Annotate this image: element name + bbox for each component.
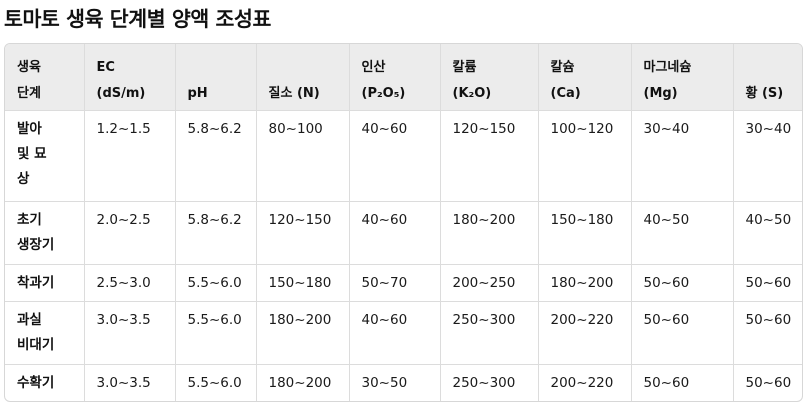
header-ph-label: pH (187, 85, 208, 101)
nitrogen-cell: 180~200 (256, 364, 350, 401)
table-row: 초기 생장기 2.0~2.5 5.8~6.2 120~150 40~60 180… (5, 201, 802, 265)
magnesium-cell: 50~60 (631, 301, 734, 365)
header-stage-line-2: 단계 (17, 85, 41, 101)
phosphate-cell: 40~60 (349, 301, 441, 365)
header-magnesium-line-1: 마그네슘 (643, 59, 692, 75)
header-ec: EC (dS/m) (84, 44, 176, 111)
header-ec-line-1: EC (96, 59, 115, 75)
calcium-cell: 150~180 (538, 201, 632, 265)
table-header-row: 생육 단계 EC (dS/m) pH 질소 (N) 인산 (P₂O₅) (5, 44, 802, 111)
calcium-cell: 180~200 (538, 264, 632, 302)
header-calcium-line-1: 칼슘 (550, 59, 575, 75)
header-potassium-line-1: 칼륨 (452, 59, 477, 75)
nitrogen-cell: 120~150 (256, 201, 350, 265)
calcium-cell: 200~220 (538, 301, 632, 365)
table-row: 착과기 2.5~3.0 5.5~6.0 150~180 50~70 200~25… (5, 264, 802, 302)
header-stage: 생육 단계 (5, 44, 85, 111)
header-magnesium-line-2: (Mg) (643, 85, 678, 101)
stage-line: 수확기 (17, 374, 55, 391)
ph-cell: 5.5~6.0 (175, 264, 257, 302)
ph-cell: 5.5~6.0 (175, 301, 257, 365)
sulfur-cell: 50~60 (733, 264, 802, 302)
sulfur-cell: 50~60 (745, 374, 792, 391)
phosphate-cell: 50~70 (349, 264, 441, 302)
potassium-cell: 120~150 (440, 110, 539, 202)
header-calcium: 칼슘 (Ca) (538, 44, 632, 111)
stage-line: 생장기 (17, 236, 55, 253)
ec-cell: 1.2~1.5 (84, 110, 176, 202)
nutrient-table: 생육 단계 EC (dS/m) pH 질소 (N) 인산 (P₂O₅) (5, 44, 802, 401)
header-sulfur: 황 (S) (733, 44, 802, 111)
table-row: 수확기 3.0~3.5 5.5~6.0 180~200 30~50 250~30… (5, 364, 802, 401)
table-row: 발아 및 묘 상 1.2~1.5 5.8~6.2 80~100 40~60 12… (5, 110, 802, 202)
phosphate-cell: 40~60 (349, 201, 441, 265)
header-nitrogen: 질소 (N) (256, 44, 350, 111)
ph-cell: 5.8~6.2 (175, 201, 257, 265)
stage-cell: 착과기 (5, 264, 85, 302)
stage-line: 비대기 (17, 336, 55, 353)
magnesium-cell: 50~60 (631, 264, 734, 302)
stage-line: 및 묘 (17, 145, 47, 162)
potassium-cell: 200~250 (440, 264, 539, 302)
header-ec-line-2: (dS/m) (96, 85, 146, 101)
header-phosphate-line-1: 인산 (361, 59, 386, 75)
header-phosphate-line-2: (P₂O₅) (361, 85, 406, 101)
stage-cell: 과실 비대기 (5, 301, 85, 365)
calcium-cell: 200~220 (538, 364, 632, 401)
ph-cell: 5.5~6.0 (175, 364, 257, 401)
stage-cell: 초기 생장기 (5, 201, 85, 265)
magnesium-cell: 30~40 (631, 110, 734, 202)
magnesium-cell: 40~50 (631, 201, 734, 265)
ec-cell: 3.0~3.5 (84, 364, 176, 401)
potassium-cell: 250~300 (440, 301, 539, 365)
phosphate-cell: 40~60 (349, 110, 441, 202)
stage-line: 상 (17, 170, 30, 187)
sulfur-cell: 50~60 (733, 301, 802, 365)
magnesium-cell: 50~60 (631, 364, 734, 401)
header-phosphate: 인산 (P₂O₅) (349, 44, 441, 111)
header-potassium-line-2: (K₂O) (452, 85, 492, 101)
nitrogen-cell: 180~200 (256, 301, 350, 365)
header-magnesium: 마그네슘 (Mg) (631, 44, 734, 111)
header-stage-line-1: 생육 (17, 59, 41, 75)
nutrient-table-container: 생육 단계 EC (dS/m) pH 질소 (N) 인산 (P₂O₅) (4, 43, 803, 402)
ec-cell: 3.0~3.5 (84, 301, 176, 365)
potassium-cell: 250~300 (440, 364, 539, 401)
stage-line: 착과기 (17, 274, 55, 291)
nitrogen-cell: 150~180 (256, 264, 350, 302)
ec-cell: 2.0~2.5 (84, 201, 176, 265)
calcium-cell: 100~120 (538, 110, 632, 202)
page-title: 토마토 생육 단계별 양액 조성표 (4, 7, 271, 31)
stage-line: 초기 (17, 211, 42, 228)
stage-cell: 수확기 (5, 364, 85, 401)
header-sulfur-label: 황 (S) (745, 85, 784, 101)
phosphate-cell: 30~50 (349, 364, 441, 401)
header-calcium-line-2: (Ca) (550, 85, 581, 101)
stage-cell: 발아 및 묘 상 (5, 110, 85, 202)
ec-cell: 2.5~3.0 (84, 264, 176, 302)
header-nitrogen-label: 질소 (N) (268, 85, 320, 101)
header-potassium: 칼륨 (K₂O) (440, 44, 539, 111)
stage-line: 발아 (17, 120, 42, 137)
sulfur-cell: 40~50 (733, 201, 802, 265)
header-ph: pH (175, 44, 257, 111)
stage-line: 과실 (17, 311, 42, 328)
ph-cell: 5.8~6.2 (175, 110, 257, 202)
table-row: 과실 비대기 3.0~3.5 5.5~6.0 180~200 40~60 250… (5, 301, 802, 365)
sulfur-cell: 30~40 (733, 110, 802, 202)
potassium-cell: 180~200 (440, 201, 539, 265)
nitrogen-cell: 80~100 (256, 110, 350, 202)
